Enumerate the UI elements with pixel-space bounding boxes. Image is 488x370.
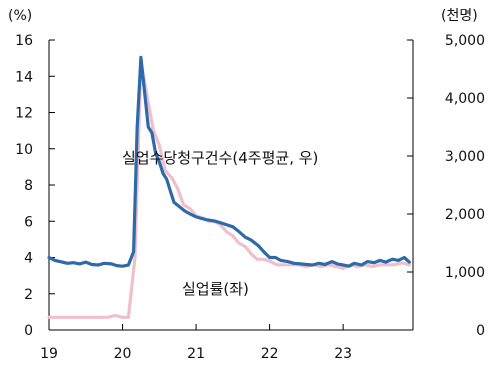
unemployment-series-line [47,60,411,319]
left-axis-unit-label: (%) [8,8,32,24]
left-axis-tick-label: 0 [24,323,33,339]
label-layer: (%) (천명) 실업수당청구건수(4주평균, 우) 실업률(좌) [8,8,478,298]
x-axis-tick-label: 21 [187,346,205,362]
unemployment-series-annotation: 실업률(좌) [182,280,249,298]
left-axis-tick-label: 12 [15,106,33,122]
x-axis-tick-label: 23 [334,346,352,362]
claims-series-annotation: 실업수당청구건수(4주평균, 우) [122,149,318,167]
x-axis-tick-label: 20 [114,346,132,362]
right-axis-tick-label: 1,000 [445,265,485,281]
series-layer [47,55,411,319]
right-axis-unit-label: (천명) [441,8,478,24]
left-axis-tick-label: 4 [24,251,33,267]
x-axis-tick-label: 19 [40,346,58,362]
claims-series-line [47,55,411,268]
left-axis-tick-label: 14 [15,69,33,85]
left-axis-tick-label: 6 [24,214,33,230]
right-axis-tick-label: 2,000 [445,207,485,223]
right-axis-tick-label: 5,000 [445,33,485,49]
left-axis-tick-label: 16 [15,33,33,49]
axes-layer: 0 2 4 6 8 10 12 14 16 0 1,000 2,000 3,000 4,000 5,000 1… [15,33,485,362]
left-axis-tick-label: 10 [15,142,33,158]
left-axis-tick-label: 2 [24,287,33,303]
right-axis-tick-label: 4,000 [445,91,485,107]
left-axis-tick-label: 8 [24,178,33,194]
right-axis-tick-label: 3,000 [445,149,485,165]
right-axis-tick-label: 0 [476,323,485,339]
x-axis-tick-label: 22 [261,346,279,362]
